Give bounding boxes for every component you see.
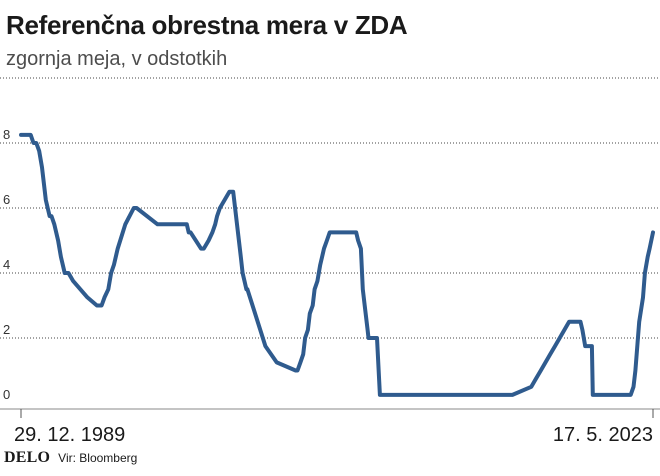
y-tick-label-8: 8 xyxy=(3,127,10,142)
source-note: Vir: Bloomberg xyxy=(58,451,138,465)
y-tick-labels: 0 2 4 6 8 xyxy=(3,127,10,402)
publisher-logo: DELO xyxy=(4,449,51,466)
y-tick-label-6: 6 xyxy=(3,192,10,207)
gridlines xyxy=(0,77,660,339)
y-tick-label-4: 4 xyxy=(3,257,10,272)
x-tick-label-start: 29. 12. 1989 xyxy=(14,424,125,446)
chart-subtitle: zgornja meja, v odstotkih xyxy=(6,48,228,70)
series-line-0 xyxy=(19,132,655,397)
chart-footer: DELO Vir: Bloomberg xyxy=(4,448,137,468)
x-tick-label-end: 17. 5. 2023 xyxy=(553,424,653,446)
series-layer xyxy=(19,132,655,397)
y-tick-label-0: 0 xyxy=(3,387,10,402)
y-tick-label-2: 2 xyxy=(3,322,10,337)
chart-title: Referenčna obrestna mera v ZDA xyxy=(6,10,408,40)
